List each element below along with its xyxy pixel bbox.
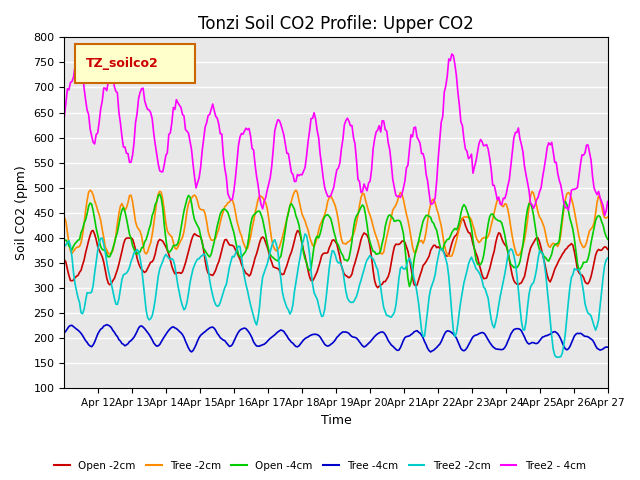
Tree2 - 4cm — [604, 199, 612, 204]
Tree2 -2cm — [301, 231, 309, 237]
Y-axis label: Soil CO2 (ppm): Soil CO2 (ppm) — [15, 166, 28, 260]
Tree2 -2cm — [604, 255, 612, 261]
Line: Tree -2cm: Tree -2cm — [65, 190, 608, 256]
Open -4cm — [242, 248, 250, 253]
Tree2 -2cm — [577, 271, 584, 276]
Tree -2cm — [604, 214, 612, 220]
Tree -2cm — [292, 187, 300, 193]
Open -4cm — [604, 236, 612, 242]
Tree -2cm — [61, 215, 68, 220]
Open -4cm — [61, 237, 68, 243]
Open -4cm — [252, 211, 259, 217]
Tree -4cm — [577, 330, 584, 336]
Tree -2cm — [577, 240, 584, 245]
Open -2cm — [298, 240, 306, 246]
Tree -4cm — [61, 330, 68, 336]
Open -2cm — [223, 237, 230, 242]
Tree2 -2cm — [223, 282, 230, 288]
Tree2 - 4cm — [224, 191, 232, 196]
Tree2 -2cm — [250, 313, 257, 319]
Tree2 -2cm — [61, 243, 68, 249]
Tree2 -2cm — [298, 242, 306, 248]
Tree -2cm — [447, 253, 454, 259]
Legend: Open -2cm, Tree -2cm, Open -4cm, Tree -4cm, Tree2 -2cm, Tree2 - 4cm: Open -2cm, Tree -2cm, Open -4cm, Tree -4… — [50, 456, 590, 475]
Open -4cm — [156, 191, 164, 197]
Tree2 - 4cm — [575, 173, 583, 179]
Tree2 - 4cm — [300, 168, 307, 174]
Line: Open -4cm: Open -4cm — [65, 194, 608, 287]
Tree -2cm — [250, 218, 257, 224]
Open -2cm — [604, 247, 612, 252]
Line: Tree2 - 4cm: Tree2 - 4cm — [65, 47, 608, 216]
Line: Tree -4cm: Tree -4cm — [65, 324, 608, 352]
Text: TZ_soilco2: TZ_soilco2 — [86, 57, 159, 70]
Tree2 -2cm — [241, 275, 248, 280]
Open -4cm — [577, 266, 584, 272]
Tree2 - 4cm — [61, 113, 68, 119]
Tree2 - 4cm — [252, 162, 259, 168]
Tree2 - 4cm — [74, 44, 82, 49]
Line: Open -2cm: Open -2cm — [65, 218, 608, 288]
Tree2 - 4cm — [601, 213, 609, 218]
Tree -4cm — [242, 326, 250, 332]
Title: Tonzi Soil CO2 Profile: Upper CO2: Tonzi Soil CO2 Profile: Upper CO2 — [198, 15, 474, 33]
Open -2cm — [127, 235, 135, 240]
Tree2 - 4cm — [242, 125, 250, 131]
Tree -2cm — [127, 192, 135, 198]
Tree2 -2cm — [127, 259, 135, 264]
Open -4cm — [300, 250, 307, 255]
Open -4cm — [406, 284, 413, 289]
X-axis label: Time: Time — [321, 414, 351, 427]
Tree -4cm — [300, 337, 307, 343]
Open -2cm — [459, 216, 467, 221]
Tree -4cm — [604, 344, 612, 350]
Tree -2cm — [241, 242, 248, 248]
Open -2cm — [241, 268, 248, 274]
Tree2 -2cm — [554, 354, 561, 360]
Open -2cm — [374, 285, 381, 290]
Line: Tree2 -2cm: Tree2 -2cm — [65, 234, 608, 357]
Open -4cm — [224, 210, 232, 216]
Tree -4cm — [252, 341, 259, 347]
Tree -4cm — [129, 336, 136, 342]
Open -4cm — [127, 236, 135, 241]
Open -2cm — [61, 257, 68, 263]
Tree -2cm — [300, 215, 307, 220]
Tree2 - 4cm — [129, 153, 136, 158]
Tree -4cm — [427, 349, 435, 355]
Tree -2cm — [223, 203, 230, 208]
Open -2cm — [577, 272, 584, 277]
Tree -4cm — [103, 322, 111, 327]
Open -2cm — [250, 261, 257, 267]
Tree -4cm — [224, 342, 232, 348]
FancyBboxPatch shape — [76, 44, 195, 83]
